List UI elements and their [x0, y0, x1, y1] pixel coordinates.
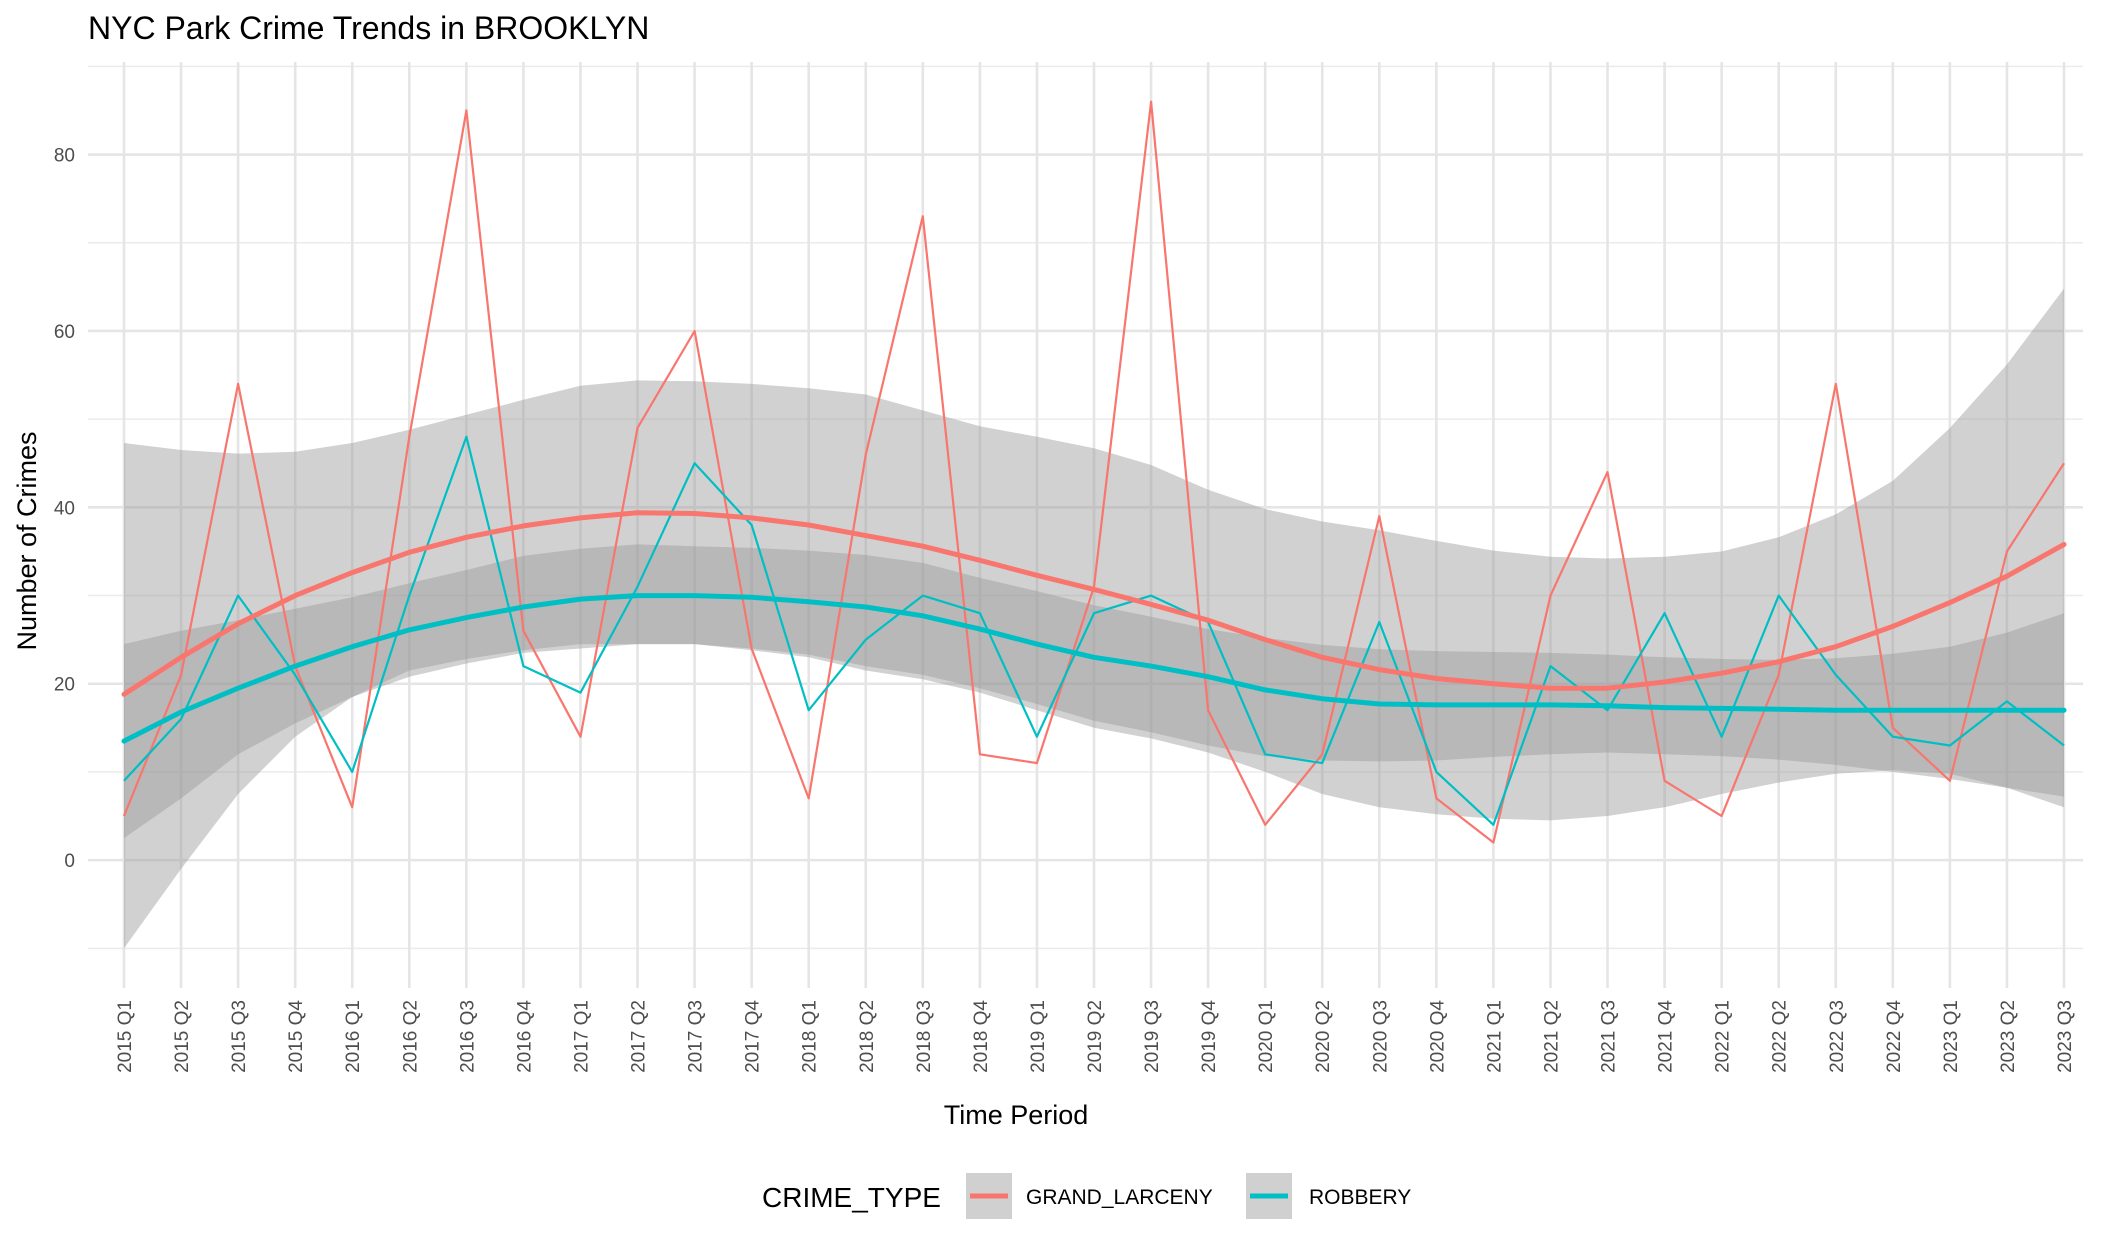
x-tick-label: 2021 Q2 [1541, 1000, 1562, 1073]
x-tick-label: 2016 Q2 [400, 1000, 421, 1073]
x-tick-label: 2019 Q1 [1028, 1000, 1049, 1073]
trend-lines [121, 510, 2067, 744]
major-gridlines [88, 62, 2083, 988]
x-tick-label: 2018 Q4 [971, 1000, 992, 1073]
series-line-grand-larceny [122, 100, 2065, 844]
y-axis-title: Number of Crimes [12, 431, 42, 650]
x-tick-label: 2019 Q3 [1142, 1000, 1163, 1073]
x-tick-label: 2020 Q4 [1427, 1000, 1448, 1073]
x-tick-label: 2021 Q3 [1599, 1000, 1620, 1073]
x-tick-label: 2023 Q2 [1998, 1000, 2019, 1073]
confidence-band-robbery [124, 544, 2064, 839]
y-tick-label: 20 [54, 675, 75, 696]
confidence-bands [124, 288, 2064, 949]
x-tick-label: 2022 Q2 [1770, 1000, 1791, 1073]
x-axis-title: Time Period [944, 1100, 1089, 1130]
legend: CRIME_TYPE GRAND_LARCENY ROBBERY [762, 1173, 1411, 1219]
x-tick-label: 2020 Q2 [1313, 1000, 1334, 1073]
x-tick-label: 2015 Q1 [115, 1000, 136, 1073]
x-tick-label: 2019 Q4 [1199, 1000, 1220, 1073]
x-tick-label: 2015 Q2 [172, 1000, 193, 1073]
x-tick-label: 2017 Q1 [571, 1000, 592, 1073]
x-tick-label: 2018 Q3 [914, 1000, 935, 1073]
y-tick-label: 60 [54, 322, 75, 343]
x-tick-label: 2017 Q4 [743, 1000, 764, 1073]
x-tick-label: 2022 Q3 [1827, 1000, 1848, 1073]
confidence-band-grand-larceny [124, 288, 2064, 949]
x-tick-label: 2017 Q2 [629, 1000, 650, 1073]
x-tick-label: 2020 Q1 [1256, 1000, 1277, 1073]
y-tick-label: 0 [64, 851, 75, 872]
x-tick-label: 2016 Q4 [514, 1000, 535, 1073]
series-line-robbery [123, 435, 2065, 826]
y-tick-label: 40 [54, 498, 75, 519]
x-tick-label: 2016 Q1 [343, 1000, 364, 1073]
y-axis-ticks: 0 20 40 60 80 [54, 146, 75, 873]
x-tick-label: 2022 Q1 [1713, 1000, 1734, 1073]
x-tick-label: 2017 Q3 [686, 1000, 707, 1073]
x-tick-label: 2016 Q3 [457, 1000, 478, 1073]
x-tick-label: 2015 Q3 [229, 1000, 250, 1073]
x-tick-label: 2022 Q4 [1884, 1000, 1905, 1073]
x-axis-ticks: 2015 Q1 2015 Q2 2015 Q3 2015 Q4 2016 Q1 2016 … [115, 1000, 2076, 1073]
x-tick-label: 2018 Q1 [800, 1000, 821, 1073]
y-tick-label: 80 [54, 146, 75, 167]
x-tick-label: 2020 Q3 [1370, 1000, 1391, 1073]
x-tick-label: 2023 Q3 [2055, 1000, 2076, 1073]
x-tick-label: 2018 Q2 [857, 1000, 878, 1073]
legend-label-grand-larceny: GRAND_LARCENY [1026, 1186, 1213, 1209]
legend-title: CRIME_TYPE [762, 1182, 941, 1213]
x-tick-label: 2021 Q1 [1484, 1000, 1505, 1073]
x-tick-label: 2015 Q4 [286, 1000, 307, 1073]
trend-line-robbery [121, 593, 2067, 744]
trend-line-grand-larceny [121, 510, 2067, 697]
x-tick-label: 2023 Q1 [1941, 1000, 1962, 1073]
series-lines [122, 100, 2065, 844]
minor-gridlines [88, 65, 2083, 950]
x-tick-label: 2019 Q2 [1085, 1000, 1106, 1073]
legend-label-robbery: ROBBERY [1309, 1186, 1411, 1209]
x-tick-label: 2021 Q4 [1656, 1000, 1677, 1073]
chart-title: NYC Park Crime Trends in BROOKLYN [88, 10, 649, 46]
